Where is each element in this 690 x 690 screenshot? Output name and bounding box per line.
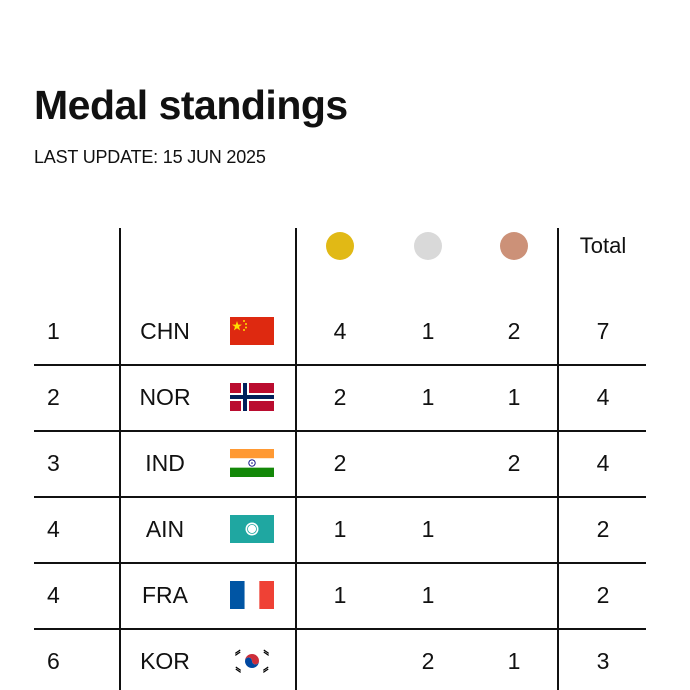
flag-cell (226, 377, 278, 417)
bronze-header (484, 226, 544, 266)
rank-cell: 4 (47, 582, 60, 608)
row-divider (34, 496, 646, 498)
gold-count: 2 (333, 384, 347, 410)
last-update-text: LAST UPDATE: 15 JUN 2025 (34, 147, 266, 167)
france-flag-icon (230, 581, 274, 609)
gold-header (310, 226, 370, 266)
flag-cell (226, 641, 278, 681)
country-code-cell: NOR (139, 384, 191, 410)
row-divider (34, 628, 646, 630)
total-count: 4 (596, 450, 610, 476)
rank-cell: 6 (47, 648, 60, 674)
column-divider (295, 228, 297, 690)
total-count: 3 (596, 648, 610, 674)
country-code-cell: IND (145, 450, 185, 476)
row-divider (34, 364, 646, 366)
gold-medal-icon (326, 232, 354, 260)
bronze-count: 1 (507, 384, 521, 410)
bronze-count (484, 575, 544, 615)
silver-count: 1 (421, 384, 435, 410)
total-header: Total (579, 233, 627, 258)
total-count: 7 (596, 318, 610, 344)
column-divider (557, 228, 559, 690)
total-count: 2 (596, 516, 610, 542)
country-code-cell: CHN (140, 318, 190, 344)
silver-count: 2 (421, 648, 435, 674)
korea-flag-icon (230, 647, 274, 675)
silver-header (398, 226, 458, 266)
gold-count: 4 (333, 318, 347, 344)
gold-count: 2 (333, 450, 347, 476)
bronze-medal-icon (500, 232, 528, 260)
total-count: 4 (596, 384, 610, 410)
flag-cell (226, 575, 278, 615)
gold-count (310, 641, 370, 681)
page-title: Medal standings (34, 82, 348, 128)
bronze-count: 2 (507, 450, 521, 476)
rank-cell: 2 (47, 384, 60, 410)
rank-cell: 1 (47, 318, 60, 344)
row-divider (34, 562, 646, 564)
country-code-cell: FRA (142, 582, 188, 608)
gold-count: 1 (333, 582, 347, 608)
column-divider (119, 228, 121, 690)
silver-medal-icon (414, 232, 442, 260)
ain-flag-icon (230, 515, 274, 543)
silver-count (398, 443, 458, 483)
bronze-count (484, 509, 544, 549)
rank-cell: 4 (47, 516, 60, 542)
norway-flag-icon (230, 383, 274, 411)
bronze-count: 2 (507, 318, 521, 344)
silver-count: 1 (421, 516, 435, 542)
row-divider (34, 430, 646, 432)
flag-cell (226, 509, 278, 549)
india-flag-icon (230, 449, 274, 477)
total-count: 2 (596, 582, 610, 608)
silver-count: 1 (421, 318, 435, 344)
country-code-cell: KOR (140, 648, 190, 674)
flag-cell (226, 311, 278, 351)
bronze-count: 1 (507, 648, 521, 674)
gold-count: 1 (333, 516, 347, 542)
china-flag-icon (230, 317, 274, 345)
rank-cell: 3 (47, 450, 60, 476)
country-code-cell: AIN (145, 516, 185, 542)
silver-count: 1 (421, 582, 435, 608)
flag-cell (226, 443, 278, 483)
